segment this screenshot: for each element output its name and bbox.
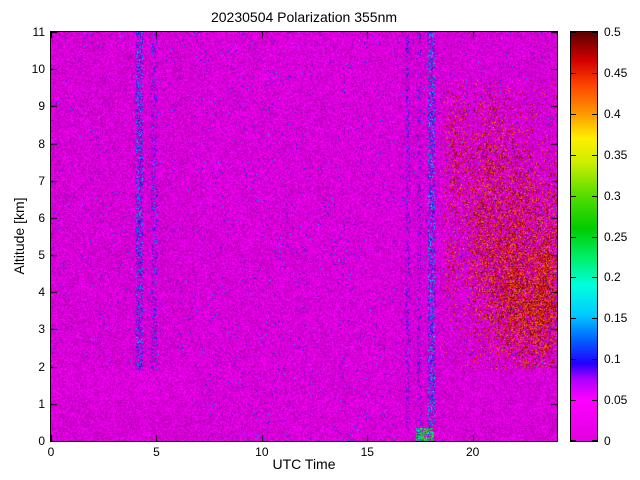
y-tick-label: 5 bbox=[38, 248, 45, 263]
y-tick-label: 6 bbox=[38, 210, 45, 225]
colorbar-tick-mark bbox=[592, 32, 597, 33]
colorbar-tick-label: 0.5 bbox=[604, 25, 621, 39]
y-tick-label: 8 bbox=[38, 136, 45, 151]
colorbar-tick-mark bbox=[592, 277, 597, 278]
colorbar-tick-mark bbox=[592, 73, 597, 74]
colorbar-tick-mark bbox=[571, 196, 576, 197]
colorbar-tick-mark bbox=[571, 32, 576, 33]
colorbar-tick-mark bbox=[571, 114, 576, 115]
colorbar-tick-mark bbox=[592, 155, 597, 156]
colorbar-tick-mark bbox=[592, 400, 597, 401]
colorbar-tick-mark bbox=[571, 155, 576, 156]
colorbar-tick-mark bbox=[571, 359, 576, 360]
chart-title: 20230504 Polarization 355nm bbox=[210, 9, 398, 25]
colorbar-tick-mark bbox=[592, 359, 597, 360]
colorbar-tick-mark bbox=[592, 196, 597, 197]
colorbar-tick-mark bbox=[592, 114, 597, 115]
y-tick-label: 10 bbox=[31, 62, 45, 77]
x-tick-label: 10 bbox=[255, 445, 269, 459]
x-axis-label: UTC Time bbox=[272, 456, 336, 472]
y-tick-label: 1 bbox=[38, 396, 45, 411]
y-tick-label: 3 bbox=[38, 322, 45, 337]
colorbar-tick-label: 0.05 bbox=[604, 393, 628, 408]
colorbar-tick-mark bbox=[592, 318, 597, 319]
colorbar-tick-mark bbox=[571, 277, 576, 278]
y-tick-label: 9 bbox=[38, 99, 45, 114]
y-tick-label: 0 bbox=[38, 434, 45, 448]
y-tick-label: 4 bbox=[38, 285, 45, 300]
colorbar-tick-label: 0.3 bbox=[604, 188, 621, 203]
colorbar-tick-label: 0.35 bbox=[604, 147, 628, 162]
y-tick-label: 11 bbox=[32, 25, 45, 39]
colorbar-tick-mark bbox=[571, 237, 576, 238]
colorbar-tick-label: 0.2 bbox=[604, 270, 621, 285]
x-tick-label: 20 bbox=[465, 445, 480, 459]
colorbar-tick-mark bbox=[571, 318, 576, 319]
y-axis-label: Altitude [km] bbox=[11, 197, 27, 275]
colorbar-tick-mark bbox=[571, 73, 576, 74]
colorbar-tick-label: 0.4 bbox=[604, 106, 621, 121]
colorbar-tick-mark bbox=[571, 400, 576, 401]
colorbar-tick-label: 0.1 bbox=[604, 352, 621, 367]
colorbar-tick-mark bbox=[592, 440, 597, 441]
y-tick-label: 2 bbox=[38, 359, 45, 374]
colorbar-tick-label: 0.15 bbox=[604, 311, 628, 326]
colorbar-tick-label: 0 bbox=[604, 434, 611, 448]
x-tick-label: 0 bbox=[47, 445, 55, 459]
heatmap-canvas bbox=[51, 32, 557, 441]
y-tick-label: 7 bbox=[38, 173, 45, 188]
x-tick-label: 5 bbox=[153, 445, 160, 459]
x-tick-label: 15 bbox=[360, 445, 374, 459]
colorbar-tick-mark bbox=[571, 440, 576, 441]
colorbar-tick-label: 0.25 bbox=[604, 229, 628, 244]
colorbar-tick-mark bbox=[592, 237, 597, 238]
colorbar bbox=[570, 31, 598, 442]
colorbar-tick-label: 0.45 bbox=[604, 65, 628, 80]
plot-area bbox=[50, 31, 558, 442]
